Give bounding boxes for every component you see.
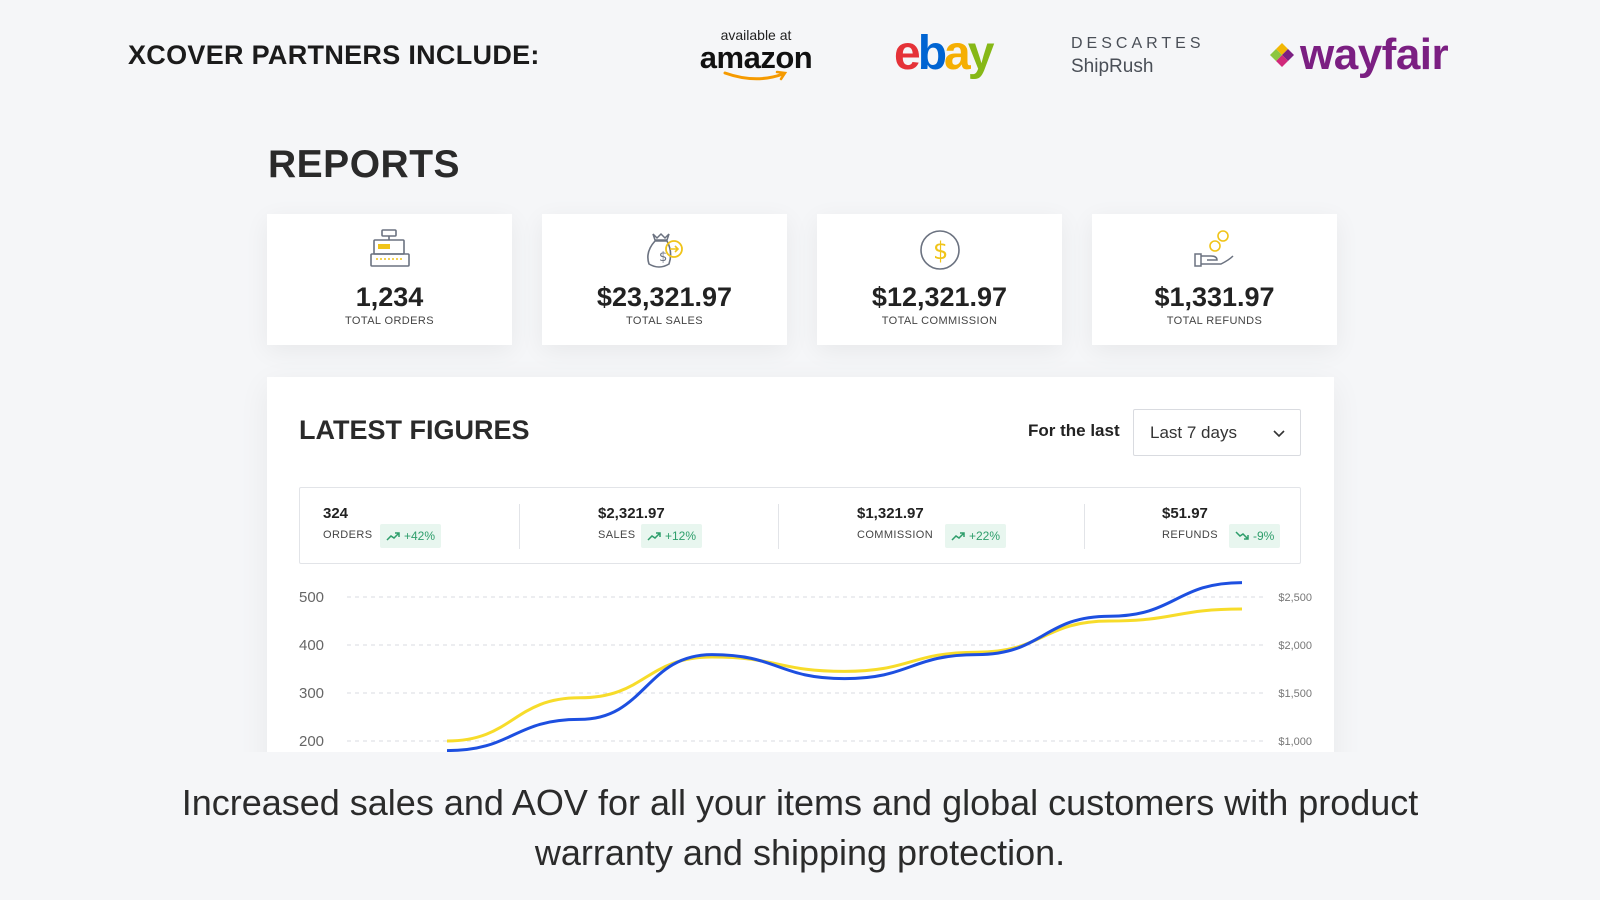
metric-commission-label: COMMISSION [857,529,934,541]
total-refunds-label: TOTAL REFUNDS [1166,315,1263,327]
hand-coins-icon [1092,228,1337,274]
latest-figures-title: LATEST FIGURES [299,415,530,445]
metric-sales-label: SALES [598,529,636,541]
ebay-letter-y: y [967,27,995,80]
total-orders-value: 1,234 [355,282,424,312]
total-commission-label: TOTAL COMMISSION [881,315,998,327]
latest-figures-panel: LATEST FIGURES For the last Last 7 days … [267,377,1334,777]
descartes-logo: DESCARTES ShipRush [1071,35,1205,79]
metric-refunds-badge: -9% [1229,524,1281,548]
wayfair-logo: wayfair [1268,30,1449,80]
ebay-letter-b: b [917,27,947,80]
ebay-letter-e: e [894,27,921,80]
metric-commission-change: +22% [969,529,1001,543]
amazon-smile-icon [723,70,788,81]
marketing-caption: Increased sales and AOV for all your ite… [181,782,1419,873]
chart-series-line-yellow [446,607,1243,743]
metric-commission-badge: +22% [945,524,1007,548]
partners-banner: XCOVER PARTNERS INCLUDE: available at am… [0,0,1600,112]
money-bag-icon: $ [542,228,787,274]
metric-divider [1084,504,1085,549]
amazon-available-text: available at [720,27,792,43]
total-sales-value: $23,321.97 [596,282,733,312]
metric-orders-label: ORDERS [323,529,373,541]
chart-left-tick-label: 200 [299,733,324,750]
metric-orders-badge: +42% [380,524,442,548]
chevron-down-icon [1273,430,1285,438]
chart-left-tick-label: 500 [299,589,324,606]
trend-up-icon [386,532,400,541]
caption-band [0,752,1600,900]
total-commission-value: $12,321.97 [871,282,1008,312]
shiprush-wordmark: ShipRush [1071,56,1154,77]
metric-refunds-label: REFUNDS [1162,529,1218,541]
amazon-logo: available at amazon [696,28,816,88]
total-refunds-value: $1,331.97 [1154,282,1275,312]
period-dropdown-value: Last 7 days [1150,423,1237,442]
total-refunds-card: $1,331.97 TOTAL REFUNDS [1092,214,1337,345]
chart-right-tick-label: $1,500 [1278,688,1312,700]
total-sales-label: TOTAL SALES [626,315,703,327]
metric-divider [519,504,520,549]
chart-right-tick-label: $2,000 [1278,640,1312,652]
metric-sales-badge: +12% [641,524,703,548]
wayfair-wordmark: wayfair [1300,30,1449,79]
metric-refunds-change: -9% [1253,529,1275,543]
ebay-letter-a: a [944,27,971,80]
trend-up-icon [951,532,965,541]
trend-up-icon [647,532,661,541]
figures-line-chart: 500 $2,500 400 $2,000 300 $1,500 200 $1,000 [299,581,1312,753]
ebay-logo: ebay [894,26,995,82]
metric-divider [778,504,779,549]
metrics-strip: 324 ORDERS +42% $2,321.97 SALES +12% $1,… [299,487,1301,564]
wayfair-pinwheel-icon [1270,43,1294,67]
chart-left-tick-label: 300 [299,685,324,702]
chart-series-line-blue [446,581,1243,753]
chart-left-tick-label: 400 [299,637,324,654]
metric-commission-value: $1,321.97 [857,505,924,522]
partners-title: XCOVER PARTNERS INCLUDE: [128,40,540,70]
trend-down-icon [1235,531,1249,540]
period-dropdown[interactable]: Last 7 days [1133,409,1301,456]
chart-right-tick-label: $1,000 [1278,736,1312,748]
metric-refunds-value: $51.97 [1162,505,1208,522]
chart-right-tick-label: $2,500 [1278,592,1312,604]
cash-register-icon [267,228,512,274]
descartes-wordmark: DESCARTES [1071,35,1205,52]
metric-orders-value: 324 [323,505,349,522]
total-commission-card: $ $12,321.97 TOTAL COMMISSION [817,214,1062,345]
metric-sales-value: $2,321.97 [598,505,665,522]
svg-text:$: $ [659,250,667,265]
svg-text:$: $ [933,237,948,265]
reports-title: REPORTS [268,143,461,186]
total-orders-card: 1,234 TOTAL ORDERS [267,214,512,345]
total-orders-label: TOTAL ORDERS [345,315,434,327]
period-filter-label: For the last [1028,421,1120,440]
metric-orders-change: +42% [404,529,436,543]
amazon-wordmark: amazon [699,40,813,75]
metric-sales-change: +12% [665,529,697,543]
total-sales-card: $ $23,321.97 TOTAL SALES [542,214,787,345]
dollar-coin-icon: $ [817,228,1062,274]
